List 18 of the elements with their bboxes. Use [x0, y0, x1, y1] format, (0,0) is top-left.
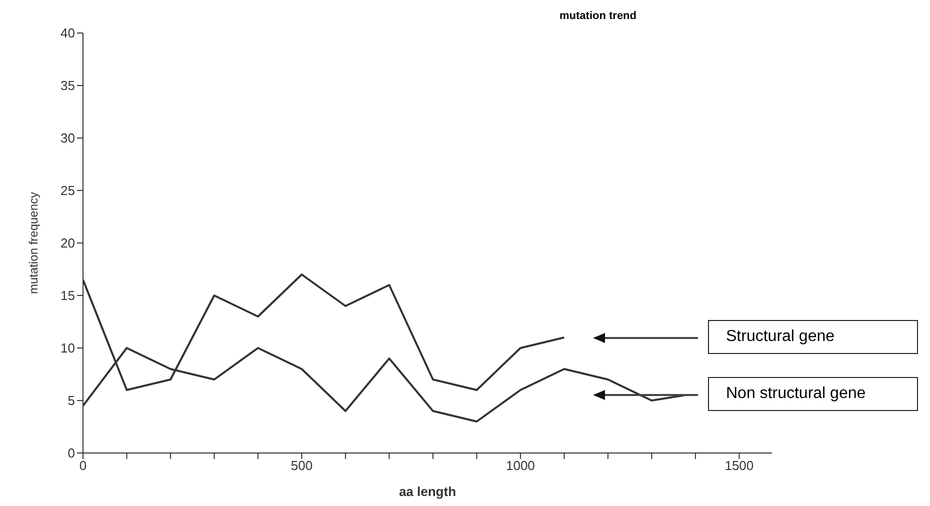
text: Non structural gene	[726, 385, 866, 404]
x-tick-label: 1000	[506, 458, 535, 474]
y-tick-label: 10	[60, 340, 75, 356]
y-tick-label: 15	[60, 288, 75, 304]
y-tick-label: 0	[68, 446, 75, 461]
y-axis-title: mutation frequency	[26, 192, 40, 294]
text: Structural gene	[726, 328, 835, 346]
y-tick-label: 25	[60, 183, 75, 198]
x-axis-title: aa length	[398, 484, 456, 499]
y-tick-label: 40	[60, 26, 75, 41]
y-tick-label: 20	[60, 236, 75, 251]
x-tick-label: 500	[290, 458, 313, 474]
y-tick-label: 5	[68, 393, 75, 408]
y-tick-label: 35	[60, 78, 75, 94]
y-tick-label: 30	[60, 130, 75, 146]
x-tick-label: 0	[79, 458, 87, 474]
x-tick-label: 1500	[724, 458, 754, 474]
chart-title: mutation trend	[558, 10, 638, 22]
